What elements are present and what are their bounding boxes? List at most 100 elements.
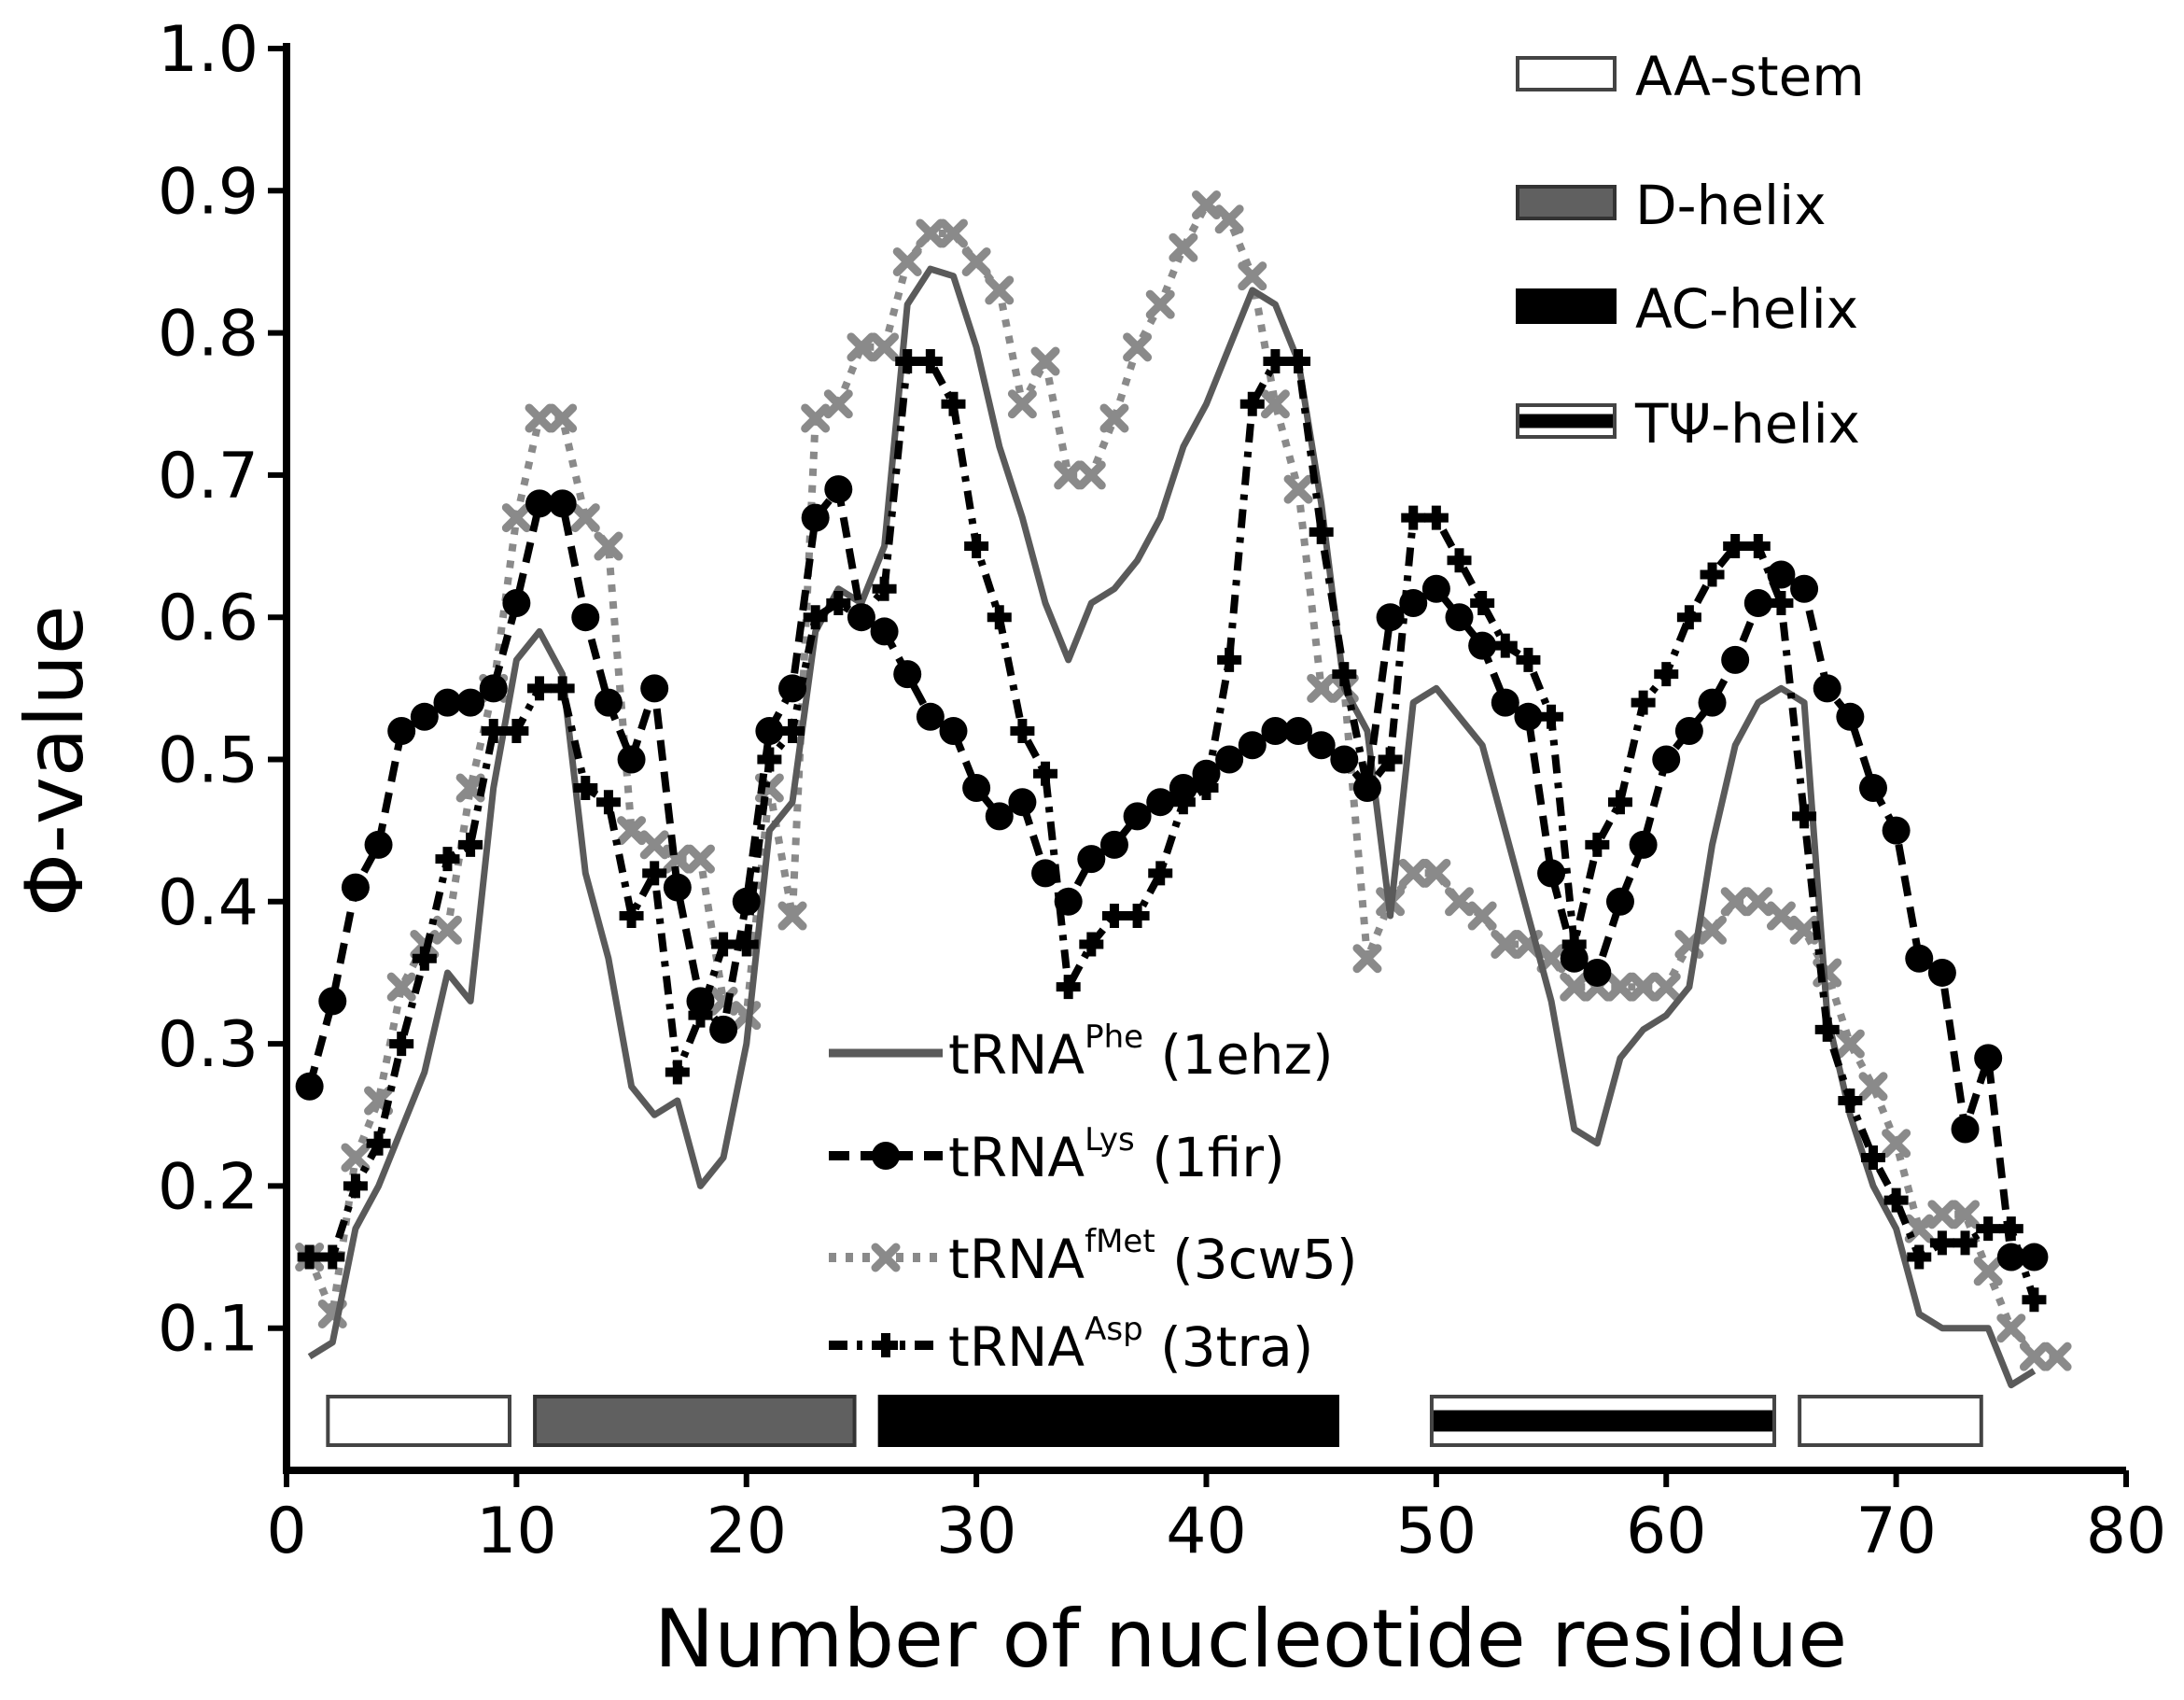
region-legend: AA-stem D-helix AC-helix TΨ-helix [1516, 45, 1865, 456]
data-point [734, 932, 759, 957]
x-tick-label: 70 [1855, 1495, 1937, 1568]
data-point [1907, 1244, 1932, 1270]
data-point [366, 1131, 391, 1156]
data-point [573, 775, 598, 800]
data-point [501, 503, 531, 533]
data-point [1330, 745, 1359, 774]
data-point [1145, 289, 1175, 319]
data-point [824, 475, 853, 504]
y-tick-label: 0.6 [158, 582, 259, 655]
data-point [872, 1142, 900, 1170]
data-point [1674, 717, 1703, 746]
data-point [1079, 932, 1104, 957]
data-point [297, 1244, 322, 1270]
data-point [961, 246, 991, 276]
region-legend-swatch [1516, 403, 1617, 439]
data-point [847, 332, 876, 362]
region-bar [1798, 1395, 1983, 1447]
series-line [307, 265, 2037, 1389]
data-point [1743, 588, 1772, 617]
data-point [502, 588, 531, 617]
data-point [1007, 389, 1037, 419]
y-tick-label: 0.9 [158, 155, 259, 229]
data-point [1214, 204, 1244, 234]
x-tick-label: 60 [1626, 1495, 1707, 1568]
region-bar [877, 1395, 1339, 1447]
region-legend-swatch [1516, 288, 1617, 324]
data-point [640, 674, 669, 703]
data-point [1284, 717, 1313, 746]
data-point [341, 1143, 371, 1173]
data-point [1423, 505, 1449, 530]
data-point [1560, 944, 1589, 973]
data-point [1376, 603, 1405, 632]
data-point [1307, 673, 1337, 703]
region-legend-item: D-helix [1516, 174, 1827, 237]
data-point [1651, 972, 1681, 1002]
x-tick-label: 40 [1166, 1495, 1247, 1568]
data-point [1769, 590, 1794, 615]
data-point [1238, 261, 1267, 291]
y-tick-label: 1.0 [158, 13, 259, 87]
data-point [1101, 904, 1127, 929]
data-point [343, 1173, 368, 1199]
data-point [1445, 603, 1474, 632]
region-bar [1429, 1395, 1777, 1447]
region-legend-item: AC-helix [1516, 277, 1858, 341]
y-tick-label: 0.7 [158, 440, 259, 513]
data-point [938, 218, 968, 248]
data-point [1766, 901, 1796, 931]
data-point [1125, 904, 1150, 929]
data-point [1883, 1187, 1909, 1213]
data-point [1146, 788, 1175, 817]
data-point [874, 1333, 898, 1357]
series-line [309, 358, 2038, 1301]
data-point [2022, 1287, 2047, 1313]
data-point [1721, 645, 1750, 674]
data-point [1835, 1029, 1865, 1059]
data-point [1561, 932, 1587, 957]
data-point [1698, 688, 1727, 717]
data-point [433, 688, 462, 717]
data-point [870, 332, 900, 362]
series-asp [297, 349, 2047, 1313]
data-point [1720, 887, 1750, 917]
data-point [709, 1015, 738, 1044]
data-point [386, 972, 416, 1002]
data-point [780, 719, 805, 744]
data-point [1099, 403, 1129, 433]
data-point [1169, 773, 1197, 802]
data-point [1309, 519, 1334, 544]
data-point [1283, 474, 1313, 504]
region-legend-label: AA-stem [1635, 45, 1865, 108]
data-point [1492, 633, 1518, 658]
data-point [1263, 349, 1288, 374]
data-point [1629, 972, 1659, 1002]
data-point [2042, 1342, 2072, 1371]
data-point [1354, 775, 1379, 800]
data-point [665, 1060, 690, 1085]
data-point [1077, 845, 1106, 874]
data-point [1352, 944, 1382, 974]
series-lys [295, 475, 2049, 1271]
axis-ticks: 0 10 20 30 40 50 60 70 80 0.1 0.2 0.3 0.4 0.5 0.6 0.7 0.… [158, 13, 2166, 1568]
data-point [1951, 1115, 1980, 1144]
data-point [1445, 887, 1475, 917]
data-point [1723, 534, 1748, 559]
data-point [412, 946, 437, 971]
data-point [527, 676, 553, 701]
x-tick-label: 80 [2086, 1495, 2167, 1568]
data-point [848, 605, 874, 630]
data-point [1215, 745, 1244, 774]
series-phe [307, 265, 2037, 1389]
y-tick-label: 0.4 [158, 866, 259, 940]
series-legend-label: tRNAAsp (3tra) [948, 1311, 1313, 1379]
data-point [964, 534, 989, 559]
data-point [1194, 775, 1219, 800]
data-point [801, 403, 831, 433]
x-tick-label: 30 [936, 1495, 1017, 1568]
data-point [685, 844, 715, 874]
region-legend-label: TΨ-helix [1634, 392, 1860, 456]
data-point [1539, 704, 1564, 729]
